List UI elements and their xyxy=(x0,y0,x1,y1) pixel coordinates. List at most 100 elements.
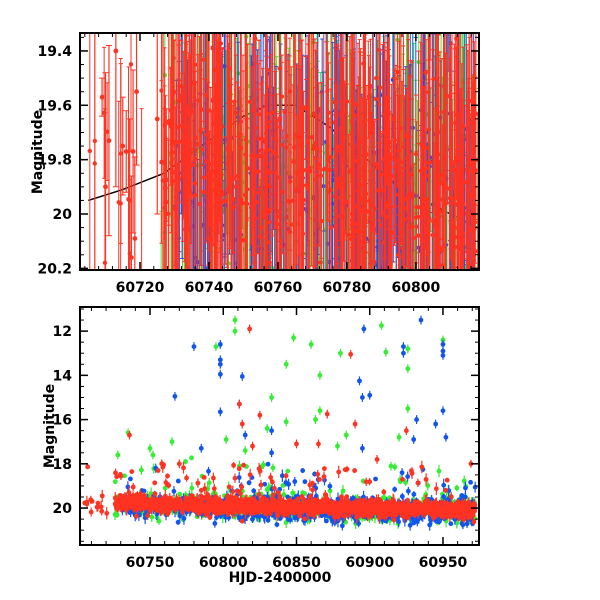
blue-band-point-top xyxy=(588,104,592,108)
green-band-point-top xyxy=(413,318,417,322)
green-band-point-top xyxy=(542,195,546,199)
green-band-point-top xyxy=(497,357,501,361)
green-band-point-top xyxy=(528,137,532,141)
blue-band-point-top xyxy=(567,353,571,357)
green-band-point-top xyxy=(414,308,418,312)
blue-band-point-top xyxy=(532,215,536,219)
green-band-point-top xyxy=(566,245,570,249)
blue-band-point-top xyxy=(549,281,553,285)
green-band-point-top xyxy=(505,219,509,223)
green-band-point-top xyxy=(492,253,496,257)
top-data-layer xyxy=(87,2,600,376)
green-band-point-top xyxy=(443,276,447,280)
blue-band-point-top xyxy=(485,138,489,142)
green-band-point-top xyxy=(532,273,536,277)
blue-band-point-top xyxy=(568,300,572,304)
blue-band-point-top xyxy=(537,150,541,154)
green-band-point-top xyxy=(513,145,517,149)
green-band-point-top xyxy=(566,261,570,265)
blue-band-point-top xyxy=(472,272,476,276)
blue-band-point-top xyxy=(521,215,525,219)
green-band-point-top xyxy=(492,173,496,177)
blue-band-point-top xyxy=(571,357,575,361)
green-band-point-top xyxy=(595,274,599,278)
blue-band-point-top xyxy=(580,247,584,251)
green-band-point-top xyxy=(164,296,168,300)
green-band-point-top xyxy=(527,203,531,207)
blue-band-point-top xyxy=(519,362,523,366)
green-band-point-top xyxy=(563,296,567,300)
green-band-point-top xyxy=(558,286,562,290)
green-band-point-top xyxy=(539,146,543,150)
blue-band-point-top xyxy=(524,180,528,184)
blue-band-point-top xyxy=(427,329,431,333)
blue-band-point-top xyxy=(482,350,486,354)
green-band-point-top xyxy=(352,318,356,322)
green-band-point-top xyxy=(592,123,596,127)
blue-band-point-top xyxy=(547,266,551,270)
green-band-point-top xyxy=(554,201,558,205)
blue-band-point-top xyxy=(434,2,438,6)
green-band-point-top xyxy=(572,208,576,212)
blue-band-point-top xyxy=(465,330,469,334)
green-band-point-top xyxy=(575,187,579,191)
green-band-point-top xyxy=(484,335,488,339)
green-band-point-top xyxy=(540,137,544,141)
blue-band-point-top xyxy=(577,121,581,125)
green-band-point-top xyxy=(516,201,520,205)
blue-band-point-top xyxy=(590,74,594,78)
green-band-point-top xyxy=(564,161,568,165)
green-band-point-top xyxy=(582,181,586,185)
blue-band-point-top xyxy=(227,2,231,6)
blue-band-point-top xyxy=(522,260,526,264)
blue-band-point-top xyxy=(499,308,503,312)
blue-band-point-top xyxy=(399,298,403,302)
blue-band-point-top xyxy=(579,105,583,109)
green-band-point-top xyxy=(492,312,496,316)
green-band-point-top xyxy=(531,158,535,162)
green-band-point-top xyxy=(496,233,500,237)
blue-band-point-top xyxy=(496,261,500,265)
blue-band-point-top xyxy=(482,262,486,266)
green-band-point-top xyxy=(569,189,573,193)
blue-band-point-top xyxy=(564,315,568,319)
blue-band-point-top xyxy=(468,292,472,296)
blue-band-point-top xyxy=(532,288,536,292)
green-band-point-top xyxy=(593,271,597,275)
green-band-point-top xyxy=(262,372,266,376)
blue-band-point-top xyxy=(588,315,592,319)
green-band-point-top xyxy=(554,226,558,230)
green-band-point-top xyxy=(316,277,320,281)
blue-band-point-top xyxy=(311,307,315,311)
blue-band-point-top xyxy=(381,283,385,287)
blue-band-point-top xyxy=(313,279,317,283)
blue-band-point-top xyxy=(575,180,579,184)
blue-band-point-top xyxy=(482,135,486,139)
green-band-point-top xyxy=(506,262,510,266)
blue-band-point-top xyxy=(531,210,535,214)
green-band-point-top xyxy=(574,116,578,120)
blue-band-point-top xyxy=(528,288,532,292)
blue-band-point-top xyxy=(466,300,470,304)
blue-band-point-top xyxy=(486,162,490,166)
green-band-point-top xyxy=(544,279,548,283)
blue-band-point-top xyxy=(529,232,533,236)
green-band-point-top xyxy=(524,66,528,70)
green-band-point-top xyxy=(561,280,565,284)
blue-band-point-top xyxy=(575,159,579,163)
green-band-point-top xyxy=(566,297,570,301)
green-band-point-top xyxy=(440,320,444,324)
green-band-point-top xyxy=(547,290,551,294)
green-band-point-top xyxy=(545,80,549,84)
green-band-point-top xyxy=(542,205,546,209)
blue-band-point-top xyxy=(583,333,587,337)
green-band-point-top xyxy=(488,214,492,218)
green-band-point-top xyxy=(556,47,560,51)
blue-band-point-top xyxy=(597,250,600,254)
top-panel: 60720 60740 60760 60780 6080019.419.619.8202… xyxy=(30,2,600,376)
blue-band-point-top xyxy=(570,263,574,267)
green-band-point-top xyxy=(391,28,395,32)
blue-band-point-top xyxy=(495,132,499,136)
blue-band-point-top xyxy=(485,309,489,313)
